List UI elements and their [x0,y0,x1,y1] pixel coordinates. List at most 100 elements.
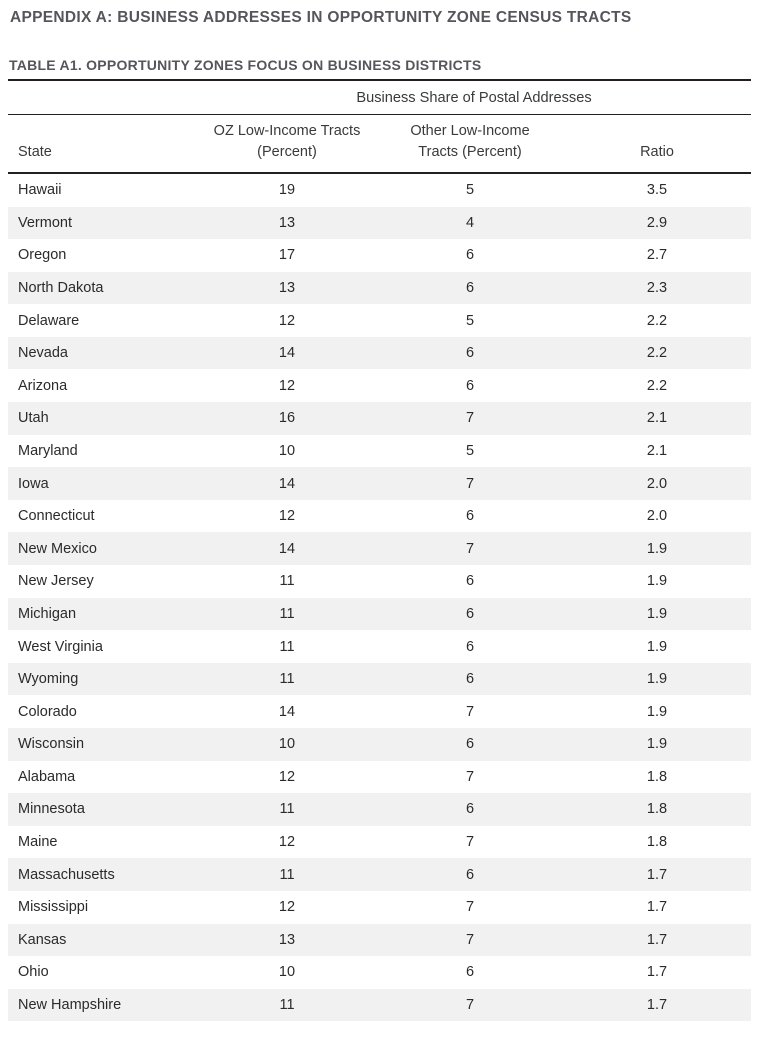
table-row: Connecticut 12 6 2.0 [8,500,751,533]
value-cell: 10 [278,964,296,981]
value-cell: 12 [278,834,296,851]
state-cell: Minnesota [18,801,85,818]
table-row: Massachusetts 11 6 1.7 [8,858,751,891]
value-cell: 16 [278,410,296,427]
value-cell: 5 [465,442,475,459]
value-cell: 6 [465,508,475,525]
value-cell: 4 [465,214,475,231]
value-cell: 7 [465,931,475,948]
value-cell: 6 [465,671,475,688]
state-cell: North Dakota [18,279,104,296]
value-cell: 7 [465,997,475,1014]
table-row: Wisconsin 10 6 1.9 [8,728,751,761]
value-cell: 14 [278,475,296,492]
value-cell: 7 [465,703,475,720]
value-cell: 12 [278,768,296,785]
state-cell: Oregon [18,247,67,264]
column-header-ratio: Ratio [563,114,751,174]
state-cell: New Jersey [18,573,94,590]
table-row: Michigan 11 6 1.9 [8,597,751,631]
value-cell: 1.7 [646,964,668,981]
value-cell: 11 [279,671,295,688]
value-cell: 10 [278,442,296,459]
state-cell: Colorado [18,703,77,720]
value-cell: 11 [279,605,295,622]
value-cell: 6 [465,573,475,590]
state-cell: Kansas [18,931,67,948]
table-row: North Dakota 13 6 2.3 [8,271,751,305]
table-row: Mississippi 12 7 1.7 [8,891,751,924]
state-cell: Mississippi [18,899,89,916]
value-cell: 2.2 [646,345,668,362]
table-row: Utah 16 7 2.1 [8,402,751,435]
table-row: Delaware 12 5 2.2 [8,304,751,337]
column-header-row: State OZ Low-Income Tracts (Percent) Oth… [8,114,751,174]
value-cell: 1.9 [646,605,668,622]
state-cell: Utah [18,410,49,427]
state-cell: New Hampshire [18,997,122,1014]
state-cell: Alabama [18,768,76,785]
table-row: Wyoming 11 6 1.9 [8,662,751,696]
column-header-oz-tracts: OZ Low-Income Tracts (Percent) [197,114,377,174]
value-cell: 7 [465,540,475,557]
value-cell: 19 [278,182,296,199]
value-cell: 14 [278,540,296,557]
state-cell: Massachusetts [18,866,115,883]
column-header-other-line1: Other Low-Income [410,123,530,139]
table-row: New Mexico 14 7 1.9 [8,532,751,566]
value-cell: 1.9 [646,671,668,688]
oz-business-share-table: Business Share of Postal Addresses State… [8,79,751,1022]
value-cell: 13 [278,214,296,231]
value-cell: 5 [465,182,475,199]
value-cell: 7 [465,768,475,785]
table-row: Alabama 12 7 1.8 [8,761,751,794]
table-title: TABLE A1. OPPORTUNITY ZONES FOCUS ON BUS… [9,57,482,73]
value-cell: 1.7 [646,931,668,948]
value-cell: 2.0 [646,475,668,492]
column-header-other-tracts: Other Low-Income Tracts (Percent) [377,114,563,174]
value-cell: 14 [278,703,296,720]
value-cell: 2.2 [646,377,668,394]
value-cell: 11 [279,866,295,883]
table-row: Kansas 13 7 1.7 [8,923,751,957]
value-cell: 1.8 [646,834,668,851]
table-row: Maine 12 7 1.8 [8,826,751,859]
value-cell: 1.9 [646,540,668,557]
value-cell: 1.9 [646,736,668,753]
value-cell: 7 [465,899,475,916]
state-cell: Maine [18,834,58,851]
value-cell: 11 [279,573,295,590]
column-header-oz-line1: OZ Low-Income Tracts [213,123,361,139]
table-row: Colorado 14 7 1.9 [8,695,751,728]
value-cell: 12 [278,899,296,916]
table-row: Iowa 14 7 2.0 [8,467,751,500]
value-cell: 13 [278,931,296,948]
appendix-title: APPENDIX A: BUSINESS ADDRESSES IN OPPORT… [10,9,632,26]
table-row: New Jersey 11 6 1.9 [8,565,751,598]
value-cell: 2.7 [646,247,668,264]
column-header-oz-line2: (Percent) [257,144,317,161]
value-cell: 1.9 [646,638,668,655]
value-cell: 1.8 [646,801,668,818]
state-cell: Vermont [18,214,72,231]
state-cell: West Virginia [18,638,103,655]
table-row: Nevada 14 6 2.2 [8,336,751,370]
value-cell: 12 [278,377,296,394]
state-cell: Nevada [18,345,68,362]
table-row: Vermont 13 4 2.9 [8,206,751,240]
value-cell: 14 [278,345,296,362]
state-cell: Iowa [18,475,49,492]
value-cell: 17 [278,247,296,264]
state-cell: Connecticut [18,508,95,525]
value-cell: 5 [465,312,475,329]
column-header-other-line2: Tracts (Percent) [418,144,522,161]
value-cell: 7 [465,475,475,492]
value-cell: 1.7 [646,866,668,883]
value-cell: 7 [465,834,475,851]
value-cell: 6 [465,345,475,362]
value-cell: 1.9 [646,703,668,720]
table-row: Ohio 10 6 1.7 [8,956,751,989]
value-cell: 6 [465,736,475,753]
state-cell: Delaware [18,312,80,329]
span-header-business-share: Business Share of Postal Addresses [197,80,751,115]
